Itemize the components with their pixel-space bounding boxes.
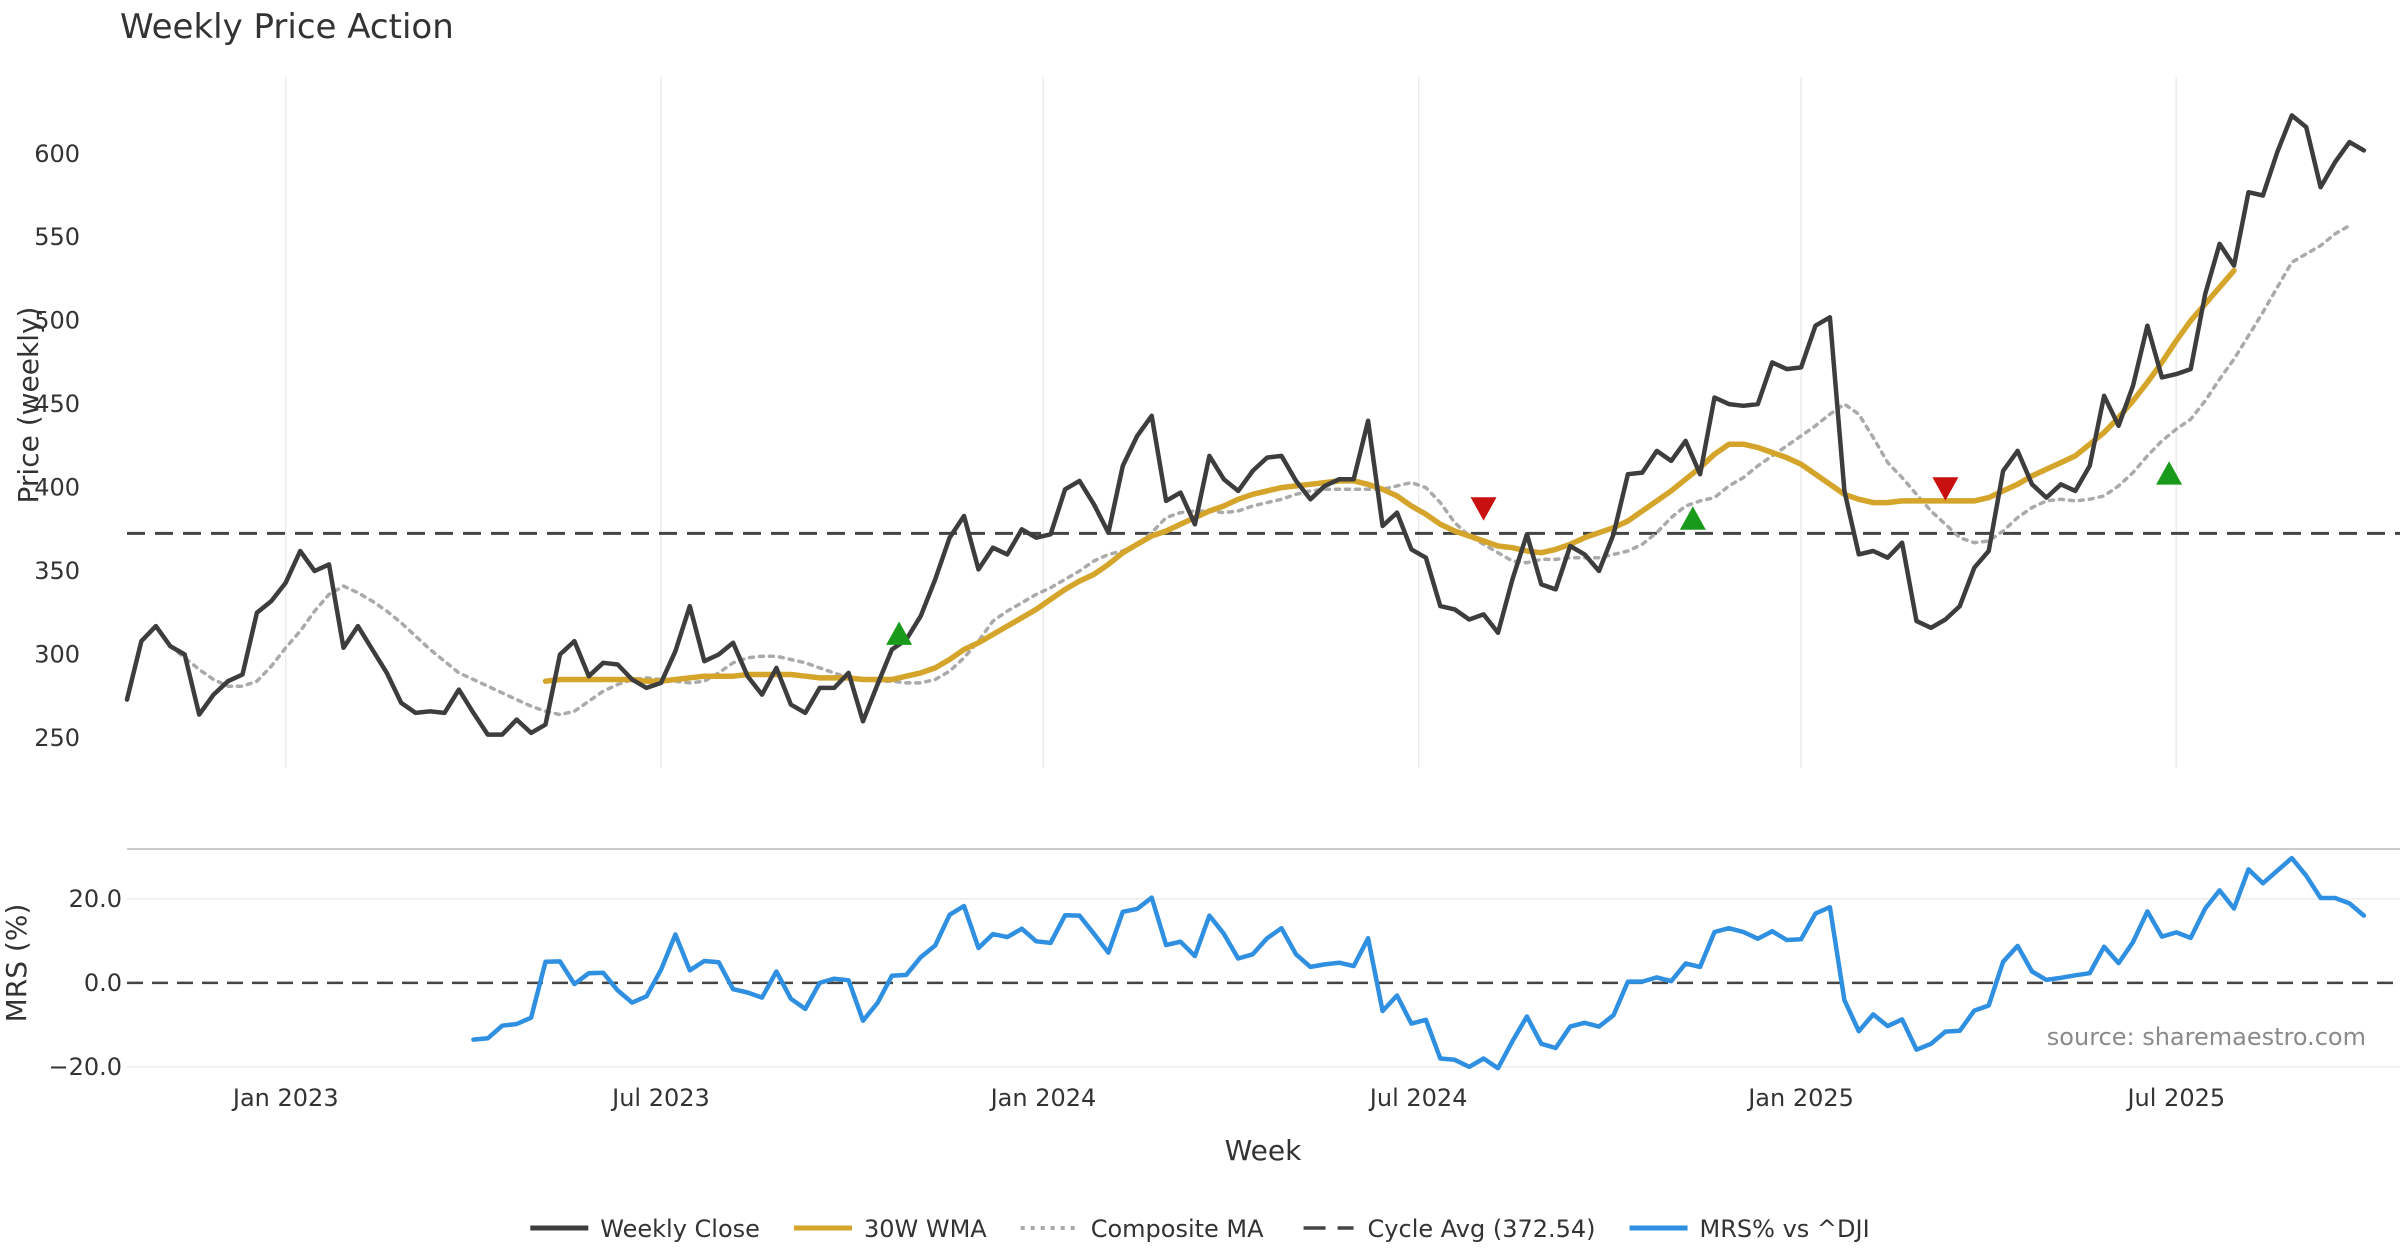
mrs-panel-grid <box>127 898 2400 1068</box>
price-y-tick: 500 <box>34 307 80 335</box>
x-ticks: Jan 2023 Jul 2023 Jan 2024 Jul 2024 Jan 2025… <box>231 1084 2225 1112</box>
buy-signal-marker <box>1679 506 1706 530</box>
price-y-tick: 550 <box>34 223 80 251</box>
price-y-axis-label: Price (weekly) <box>12 307 45 504</box>
price-y-ticks: 250 300 350 400 450 500 550 600 <box>34 140 80 752</box>
mrs-line <box>471 855 2367 1071</box>
source-note: source: sharemaestro.com <box>2047 1023 2366 1051</box>
chart-title: Weekly Price Action <box>120 7 454 47</box>
mrs-y-tick: −20.0 <box>48 1053 122 1081</box>
price-y-tick: 250 <box>34 724 80 752</box>
x-tick: Jul 2023 <box>610 1084 710 1112</box>
mrs-y-ticks: 20.0 0.0 −20.0 <box>48 885 122 1081</box>
x-axis-label: Week <box>1225 1134 1302 1167</box>
legend-label: Cycle Avg (372.54) <box>1368 1215 1596 1243</box>
mrs-series <box>127 855 2400 1071</box>
mrs-y-tick: 20.0 <box>69 885 122 913</box>
sell-signal-marker <box>1932 477 1959 501</box>
sell-signal-marker <box>1470 497 1497 521</box>
price-y-tick: 300 <box>34 641 80 669</box>
x-tick: Jul 2024 <box>1368 1084 1468 1112</box>
legend-label: 30W WMA <box>864 1215 987 1243</box>
x-tick: Jan 2025 <box>1746 1084 1854 1112</box>
30w-wma-line <box>542 267 2237 684</box>
legend: Weekly Close 30W WMA Composite MA Cycle Avg… <box>530 1215 1870 1243</box>
legend-label: Weekly Close <box>600 1215 760 1243</box>
price-y-tick: 600 <box>34 140 80 168</box>
price-y-tick: 450 <box>34 390 80 418</box>
signal-markers <box>886 461 2183 645</box>
mrs-y-tick: 0.0 <box>84 969 122 997</box>
weekly-close-line <box>124 113 2367 737</box>
mrs-y-axis-label: MRS (%) <box>0 904 33 1023</box>
price-y-tick: 350 <box>34 557 80 585</box>
legend-label: Composite MA <box>1091 1215 1264 1243</box>
price-panel-grid <box>284 77 2178 768</box>
legend-label: MRS% vs ^DJI <box>1700 1215 1870 1243</box>
x-tick: Jul 2025 <box>2125 1084 2225 1112</box>
buy-signal-marker <box>886 621 913 645</box>
buy-signal-marker <box>2156 461 2183 485</box>
x-tick: Jan 2023 <box>231 1084 339 1112</box>
composite-ma-line <box>168 223 2352 717</box>
price-y-tick: 400 <box>34 474 80 502</box>
x-tick: Jan 2024 <box>989 1084 1097 1112</box>
price-series <box>124 113 2400 737</box>
